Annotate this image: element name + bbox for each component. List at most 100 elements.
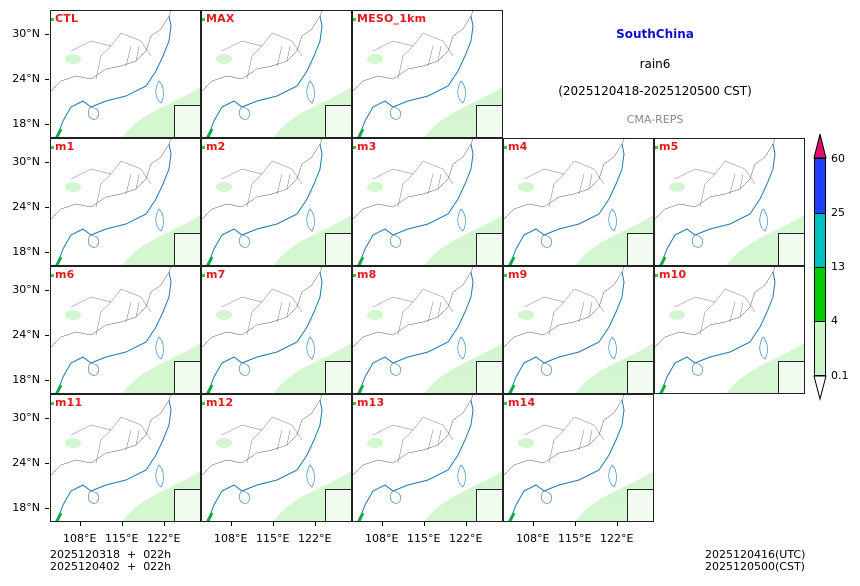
y-tick: [45, 207, 49, 208]
colorbar-label-60: 60: [831, 152, 845, 165]
y-tick-label: 18°N: [12, 117, 40, 130]
map-panel-m2: m2: [201, 138, 352, 266]
inset-map: [174, 105, 200, 137]
panel-label: m8: [353, 268, 377, 281]
region-title: SouthChina: [616, 27, 694, 41]
y-tick-label: 24°N: [12, 200, 40, 213]
x-tick: [315, 522, 316, 526]
map-panel-ctl: CTL: [50, 10, 201, 138]
map-panel-m1: m1: [50, 138, 201, 266]
period-title: (2025120418-2025120500 CST): [558, 84, 752, 98]
y-tick: [45, 79, 49, 80]
y-tick: [45, 34, 49, 35]
colorbar-seg-4-13: [814, 267, 826, 321]
panel-label: m12: [202, 396, 234, 409]
x-tick-label: 115°E: [407, 532, 441, 545]
y-tick: [45, 124, 49, 125]
panel-label: m7: [202, 268, 226, 281]
x-tick: [575, 522, 576, 526]
inset-map: [476, 361, 502, 393]
x-tick: [164, 522, 165, 526]
x-tick-label: 108°E: [214, 532, 248, 545]
y-tick-label: 18°N: [12, 245, 40, 258]
y-tick: [45, 418, 49, 419]
y-tick-label: 30°N: [12, 27, 40, 40]
map-panel-m3: m3: [352, 138, 503, 266]
panel-label: MAX: [202, 12, 235, 25]
x-tick-label: 122°E: [147, 532, 181, 545]
y-tick: [45, 380, 49, 381]
inset-map: [174, 233, 200, 265]
variable-title: rain6: [639, 57, 671, 71]
x-tick: [617, 522, 618, 526]
x-tick-label: 108°E: [516, 532, 550, 545]
y-tick-label: 18°N: [12, 373, 40, 386]
map-panel-m12: m12: [201, 394, 352, 522]
y-tick-label: 30°N: [12, 283, 40, 296]
system-title: CMA-REPS: [626, 113, 684, 126]
colorbar-label-0.1: 0.1: [831, 369, 849, 382]
x-tick-label: 122°E: [449, 532, 483, 545]
x-tick-label: 115°E: [256, 532, 290, 545]
panel-label: m6: [51, 268, 75, 281]
y-tick: [45, 508, 49, 509]
x-tick-label: 108°E: [63, 532, 97, 545]
map-panel-m10: m10: [654, 266, 805, 394]
x-tick: [424, 522, 425, 526]
panel-label: m4: [504, 140, 528, 153]
y-tick: [45, 463, 49, 464]
x-tick-label: 122°E: [600, 532, 634, 545]
inset-map: [325, 489, 351, 521]
map-panel-max: MAX: [201, 10, 352, 138]
colorbar-label-25: 25: [831, 206, 845, 219]
panel-label: m10: [655, 268, 687, 281]
inset-map: [325, 105, 351, 137]
panel-label: m13: [353, 396, 385, 409]
valid-time-cst: 2025120500(CST): [705, 560, 805, 573]
x-tick: [122, 522, 123, 526]
y-tick-label: 18°N: [12, 501, 40, 514]
x-tick: [382, 522, 383, 526]
y-tick: [45, 335, 49, 336]
map-panel-m5: m5: [654, 138, 805, 266]
x-tick-label: 122°E: [298, 532, 332, 545]
panel-label: m1: [51, 140, 75, 153]
y-tick-label: 24°N: [12, 456, 40, 469]
map-panel-m14: m14: [503, 394, 654, 522]
map-panel-m4: m4: [503, 138, 654, 266]
inset-map: [778, 361, 804, 393]
colorbar-seg-25-60: [814, 158, 826, 213]
inset-map: [627, 361, 653, 393]
colorbar-seg-13-25: [814, 213, 826, 267]
panel-label: m5: [655, 140, 679, 153]
colorbar-label-4: 4: [831, 314, 838, 327]
map-panel-m8: m8: [352, 266, 503, 394]
colorbar-under-triangle: [813, 375, 827, 401]
panel-label: MESO_1km: [353, 12, 427, 25]
panel-label: m2: [202, 140, 226, 153]
init-time-cst: 2025120402 + 022h: [50, 560, 172, 573]
colorbar-over-triangle: [813, 133, 827, 159]
x-tick: [533, 522, 534, 526]
valid-time-utc: 2025120416(UTC): [705, 548, 806, 561]
map-panel-meso_1km: MESO_1km: [352, 10, 503, 138]
x-tick-label: 108°E: [365, 532, 399, 545]
inset-map: [476, 489, 502, 521]
map-panel-m11: m11: [50, 394, 201, 522]
panel-label: m14: [504, 396, 536, 409]
inset-map: [174, 489, 200, 521]
inset-map: [325, 361, 351, 393]
y-tick-label: 30°N: [12, 411, 40, 424]
colorbar-label-13: 13: [831, 260, 845, 273]
y-tick-label: 30°N: [12, 155, 40, 168]
panel-label: m11: [51, 396, 83, 409]
panel-label: m3: [353, 140, 377, 153]
inset-map: [325, 233, 351, 265]
map-panel-m9: m9: [503, 266, 654, 394]
map-panel-m6: m6: [50, 266, 201, 394]
x-tick: [273, 522, 274, 526]
x-tick: [231, 522, 232, 526]
x-tick: [80, 522, 81, 526]
map-panel-m13: m13: [352, 394, 503, 522]
init-time-utc: 2025120318 + 022h: [50, 548, 172, 561]
